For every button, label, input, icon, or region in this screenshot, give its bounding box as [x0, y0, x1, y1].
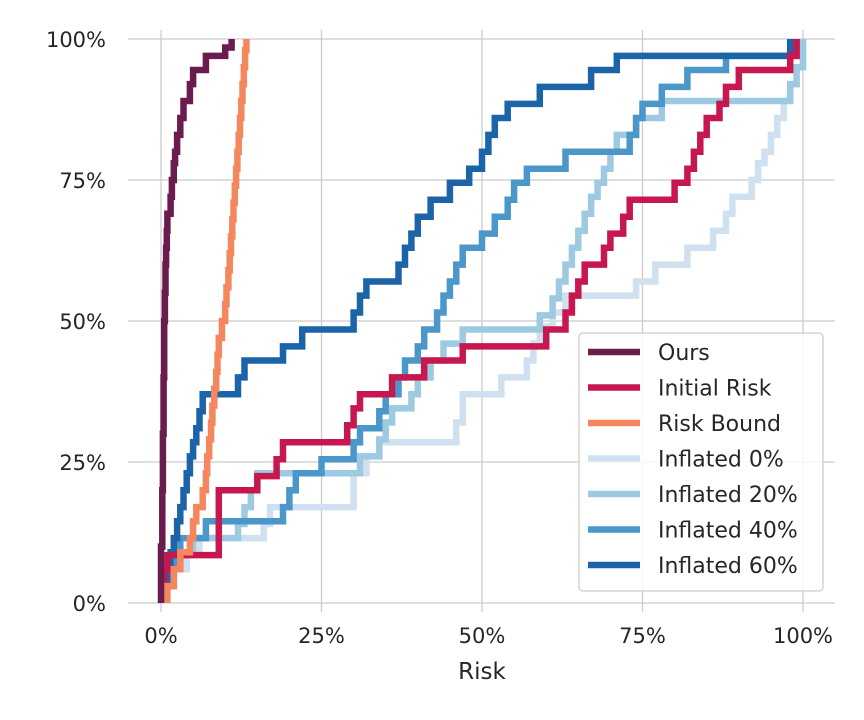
legend-label: Inflated 0% — [658, 448, 784, 473]
legend-label: Inflated 20% — [658, 483, 798, 508]
y-tick-label: 25% — [59, 451, 106, 475]
legend-label: Initial Risk — [658, 377, 772, 402]
series-line-ours — [157, 39, 235, 603]
legend-label: Ours — [658, 341, 710, 366]
x-tick-label: 0% — [144, 624, 177, 648]
series-line-inflated-40 — [160, 39, 800, 603]
x-axis-label: Risk — [458, 659, 506, 685]
y-tick-label: 0% — [73, 592, 106, 616]
series-lines — [157, 39, 807, 603]
legend: Ours Initial Risk Risk Bound Inflated 0% Inf… — [578, 332, 824, 592]
x-tick-label: 25% — [298, 624, 345, 648]
x-axis-ticks: 0% 25% 50% 75% 100% — [144, 624, 833, 648]
y-tick-label: 100% — [46, 28, 106, 52]
legend-label: Inflated 60% — [658, 554, 798, 579]
series-line-risk-bound — [164, 39, 250, 603]
x-tick-label: 75% — [619, 624, 666, 648]
legend-label: Inflated 40% — [658, 519, 798, 544]
legend-label: Risk Bound — [658, 412, 781, 437]
x-tick-label: 50% — [459, 624, 506, 648]
x-tick-label: 100% — [773, 624, 833, 648]
y-tick-label: 75% — [59, 169, 106, 193]
y-tick-label: 50% — [59, 310, 106, 334]
y-axis-ticks: 0% 25% 50% 75% 100% — [46, 28, 106, 616]
series-line-initial-risk — [160, 39, 800, 603]
series-line-inflated-60 — [160, 39, 794, 603]
